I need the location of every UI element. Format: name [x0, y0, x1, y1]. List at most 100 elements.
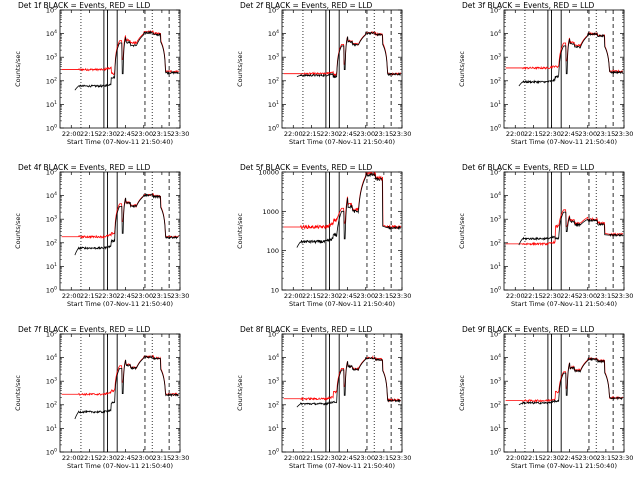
x-tick-label: 23:00 [356, 292, 375, 300]
y-tick-label: 100 [490, 286, 501, 295]
x-tick-label: 23:30 [171, 454, 190, 462]
y-tick-label: 102 [490, 76, 501, 85]
y-tick-label: 105 [46, 6, 57, 15]
x-tick-label: 22:30 [542, 130, 561, 138]
x-tick-label: 23:00 [578, 292, 597, 300]
series-events-line [518, 211, 623, 246]
y-tick-label: 100 [46, 448, 57, 457]
x-tick-label: 23:00 [578, 130, 597, 138]
x-axis-label: Start Time (07-Nov-11 21:50:40) [289, 462, 395, 470]
x-tick-label: 22:30 [542, 292, 561, 300]
y-tick-label: 102 [268, 76, 279, 85]
y-tick-label: 100 [490, 124, 501, 133]
x-tick-label: 23:00 [134, 130, 153, 138]
y-tick-label: 104 [46, 191, 57, 200]
series-events-line [74, 193, 179, 256]
plot-frame [59, 333, 181, 453]
y-tick-label: 104 [268, 29, 279, 38]
series-lld-line [61, 30, 179, 76]
x-tick-label: 22:30 [98, 130, 117, 138]
y-tick-label: 105 [490, 168, 501, 177]
y-tick-label: 100 [490, 448, 501, 457]
panel-det-2: Det 2f BLACK = Events, RED = LLD Counts/s… [236, 1, 411, 146]
x-tick-label: 22:15 [80, 454, 99, 462]
plot-frame [281, 9, 403, 129]
x-tick-label: 22:30 [542, 454, 561, 462]
x-tick-label: 22:45 [338, 292, 357, 300]
y-tick-label: 102 [490, 238, 501, 247]
x-tick-label: 23:15 [597, 292, 616, 300]
x-tick-label: 22:30 [320, 454, 339, 462]
panel-det-5: Det 5f BLACK = Events, RED = LLD Counts/s… [236, 163, 411, 308]
y-tick-label: 100 [46, 124, 57, 133]
y-tick-label: 100 [268, 124, 279, 133]
panel-det-3: Det 3f BLACK = Events, RED = LLD Counts/s… [458, 1, 633, 146]
panel-title: Det 3f BLACK = Events, RED = LLD [462, 1, 595, 10]
x-tick-label: 22:00 [62, 130, 81, 138]
x-axis-label: Start Time (07-Nov-11 21:50:40) [67, 462, 173, 470]
x-tick-label: 23:15 [597, 130, 616, 138]
series-events-line [74, 30, 179, 91]
x-tick-label: 22:30 [320, 292, 339, 300]
y-tick-label: 104 [490, 353, 501, 362]
x-tick-label: 22:45 [560, 130, 579, 138]
x-tick-label: 23:30 [171, 130, 190, 138]
y-tick-label: 101 [490, 262, 501, 271]
x-tick-label: 22:00 [284, 454, 303, 462]
y-tick-label: 103 [490, 215, 501, 224]
y-tick-label: 10000 [258, 169, 279, 177]
series-lld-line [283, 171, 402, 230]
x-tick-label: 23:30 [615, 130, 634, 138]
x-axis-label: Start Time (07-Nov-11 21:50:40) [289, 138, 395, 146]
x-tick-label: 23:30 [393, 130, 412, 138]
x-tick-label: 23:00 [356, 130, 375, 138]
y-axis-label: Counts/sec [458, 375, 466, 411]
y-tick-label: 102 [268, 400, 279, 409]
plot-frame [59, 9, 181, 129]
x-tick-label: 23:30 [615, 292, 634, 300]
y-tick-label: 103 [46, 377, 57, 386]
x-tick-label: 22:00 [62, 292, 81, 300]
x-tick-label: 22:45 [338, 130, 357, 138]
y-tick-label: 10 [271, 287, 279, 295]
y-tick-label: 103 [46, 53, 57, 62]
y-axis-label: Counts/sec [458, 51, 466, 87]
y-axis-label: Counts/sec [14, 213, 22, 249]
y-tick-label: 100 [268, 448, 279, 457]
x-tick-label: 22:45 [560, 292, 579, 300]
y-tick-label: 102 [490, 400, 501, 409]
panel-title: Det 4f BLACK = Events, RED = LLD [18, 163, 151, 172]
y-tick-label: 105 [268, 6, 279, 15]
series-events-line [518, 31, 623, 87]
x-tick-label: 22:15 [302, 292, 321, 300]
x-tick-label: 23:15 [375, 292, 394, 300]
y-axis-label: Counts/sec [14, 375, 22, 411]
y-tick-label: 103 [268, 53, 279, 62]
x-tick-label: 22:45 [560, 454, 579, 462]
x-tick-label: 22:15 [80, 130, 99, 138]
series-lld-line [61, 354, 180, 397]
series-lld-line [505, 357, 624, 403]
x-tick-label: 22:30 [98, 454, 117, 462]
y-tick-label: 101 [46, 100, 57, 109]
y-tick-label: 102 [46, 76, 57, 85]
y-tick-label: 102 [46, 400, 57, 409]
panel-title: Det 1f BLACK = Events, RED = LLD [18, 1, 151, 10]
x-tick-label: 22:15 [302, 454, 321, 462]
x-tick-label: 23:00 [134, 454, 153, 462]
x-tick-label: 23:00 [356, 454, 375, 462]
x-tick-label: 22:15 [524, 454, 543, 462]
y-tick-label: 105 [490, 6, 501, 15]
series-events-line [518, 357, 623, 406]
x-axis-label: Start Time (07-Nov-11 21:50:40) [289, 300, 395, 308]
y-tick-label: 100 [267, 247, 279, 255]
y-tick-label: 104 [268, 353, 279, 362]
y-tick-label: 101 [46, 424, 57, 433]
y-tick-label: 104 [490, 191, 501, 200]
panel-title: Det 5f BLACK = Events, RED = LLD [240, 163, 373, 172]
x-tick-label: 23:15 [375, 454, 394, 462]
y-tick-label: 103 [46, 215, 57, 224]
y-axis-label: Counts/sec [236, 375, 244, 411]
series-events-line [296, 355, 401, 408]
